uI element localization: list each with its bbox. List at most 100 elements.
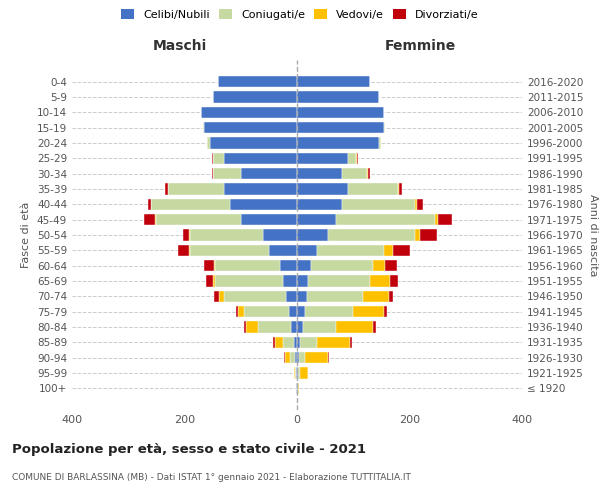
Bar (297, 76, 370, 88)
Bar (390, 276, 398, 287)
Bar (297, 152, 347, 164)
Bar (220, 290, 224, 302)
Bar (317, 336, 350, 348)
Bar (275, 336, 283, 348)
Bar (297, 137, 379, 148)
Bar (295, 368, 296, 379)
Bar (356, 152, 357, 164)
Bar (297, 244, 317, 256)
Bar (241, 214, 297, 226)
Bar (364, 290, 389, 302)
Bar (350, 336, 352, 348)
Bar (207, 137, 210, 148)
Text: Popolazione per età, sesso e stato civile - 2021: Popolazione per età, sesso e stato civil… (12, 442, 366, 456)
Bar (389, 290, 393, 302)
Bar (373, 260, 385, 272)
Bar (298, 382, 299, 394)
Bar (190, 229, 263, 241)
Bar (290, 352, 295, 364)
Bar (297, 290, 307, 302)
Bar (144, 214, 155, 226)
Bar (379, 137, 382, 148)
Bar (294, 336, 297, 348)
Bar (212, 152, 224, 164)
Bar (297, 183, 347, 194)
Bar (297, 214, 337, 226)
Bar (347, 152, 356, 164)
Bar (214, 260, 215, 272)
Bar (203, 122, 204, 134)
Bar (285, 352, 290, 364)
Bar (296, 368, 297, 379)
Bar (203, 260, 214, 272)
Text: Femmine: Femmine (385, 38, 455, 52)
Bar (257, 322, 292, 333)
Bar (384, 244, 392, 256)
Bar (435, 214, 437, 226)
Bar (305, 352, 328, 364)
Bar (244, 306, 289, 318)
Bar (297, 382, 298, 394)
Bar (370, 276, 390, 287)
Bar (353, 306, 384, 318)
Bar (297, 198, 342, 210)
Bar (157, 214, 241, 226)
Bar (297, 368, 298, 379)
Bar (398, 183, 400, 194)
Bar (263, 229, 297, 241)
Bar (437, 214, 452, 226)
Bar (328, 352, 329, 364)
Bar (224, 183, 297, 194)
Bar (415, 198, 418, 210)
Bar (283, 276, 297, 287)
Bar (337, 214, 435, 226)
Bar (215, 276, 283, 287)
Bar (214, 290, 220, 302)
Y-axis label: Anni di nascita: Anni di nascita (587, 194, 598, 276)
Bar (328, 229, 415, 241)
Bar (184, 229, 189, 241)
Bar (292, 322, 297, 333)
Bar (297, 229, 328, 241)
Bar (204, 122, 297, 134)
Bar (280, 260, 297, 272)
Bar (384, 306, 387, 318)
Bar (297, 260, 311, 272)
Bar (167, 183, 224, 194)
Bar (392, 244, 409, 256)
Bar (368, 168, 370, 179)
Bar (189, 244, 190, 256)
Bar (342, 168, 367, 179)
Bar (307, 290, 364, 302)
Bar (300, 336, 317, 348)
Bar (297, 352, 299, 364)
Bar (148, 198, 151, 210)
Bar (298, 368, 300, 379)
Bar (229, 198, 297, 210)
Bar (308, 276, 370, 287)
Bar (305, 306, 353, 318)
Text: COMUNE DI BARLASSINA (MB) - Dati ISTAT 1° gennaio 2021 - Elaborazione TUTTITALIA: COMUNE DI BARLASSINA (MB) - Dati ISTAT 1… (12, 472, 411, 482)
Bar (190, 244, 269, 256)
Bar (300, 368, 308, 379)
Legend: Celibi/Nubili, Coniugati/e, Vedovi/e, Divorziati/e: Celibi/Nubili, Coniugati/e, Vedovi/e, Di… (118, 6, 482, 23)
Bar (218, 76, 297, 88)
Bar (415, 229, 419, 241)
Bar (215, 260, 280, 272)
Bar (269, 244, 297, 256)
Y-axis label: Fasce di età: Fasce di età (22, 202, 31, 268)
Bar (400, 183, 402, 194)
Bar (244, 322, 247, 333)
Bar (299, 352, 305, 364)
Bar (210, 137, 297, 148)
Bar (297, 168, 342, 179)
Bar (297, 306, 305, 318)
Bar (337, 322, 373, 333)
Bar (297, 276, 308, 287)
Bar (236, 306, 238, 318)
Bar (238, 306, 244, 318)
Bar (189, 229, 190, 241)
Bar (295, 352, 297, 364)
Bar (297, 336, 300, 348)
Bar (347, 183, 398, 194)
